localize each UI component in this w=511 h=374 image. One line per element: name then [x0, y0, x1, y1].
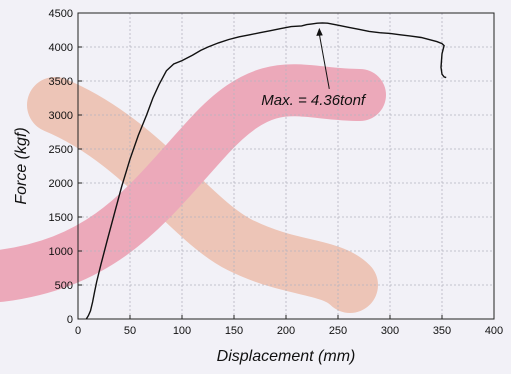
x-tick-label: 0 [75, 325, 81, 337]
x-tick-label: 50 [124, 325, 136, 337]
y-tick-label: 500 [55, 280, 73, 292]
x-axis: 0 50 100 150 200 250 300 350 400 [75, 315, 503, 337]
annotation-arrow [318, 33, 330, 89]
x-axis-label: Displacement (mm) [217, 348, 356, 365]
y-tick-label: 1500 [49, 212, 73, 224]
x-tick-label: 150 [225, 325, 243, 337]
x-tick-label: 200 [277, 325, 295, 337]
x-tick-label: 250 [329, 325, 347, 337]
y-tick-label: 4500 [49, 8, 73, 20]
y-axis: 0 500 1000 1500 2000 2500 3000 3500 4000 4500 [49, 8, 82, 326]
y-axis-label: Force (kgf) [13, 127, 30, 204]
grid [78, 13, 494, 319]
series-line [85, 22, 447, 320]
annotation-label: Max. = 4.36tonf [261, 92, 367, 109]
y-tick-label: 3500 [49, 76, 73, 88]
y-tick-label: 2000 [49, 178, 73, 190]
x-tick-label: 350 [433, 325, 451, 337]
watermark-stroke-peach [27, 77, 378, 313]
watermark-stroke-pink [0, 64, 386, 302]
y-tick-label: 0 [67, 314, 73, 326]
annotation-arrowhead [316, 27, 323, 36]
y-tick-label: 4000 [49, 42, 73, 54]
x-tick-label: 100 [173, 325, 191, 337]
watermark-logo [0, 64, 386, 313]
y-tick-label: 1000 [49, 246, 73, 258]
y-tick-label: 2500 [49, 144, 73, 156]
x-tick-label: 300 [381, 325, 399, 337]
x-tick-label: 400 [485, 325, 503, 337]
y-tick-label: 3000 [49, 110, 73, 122]
